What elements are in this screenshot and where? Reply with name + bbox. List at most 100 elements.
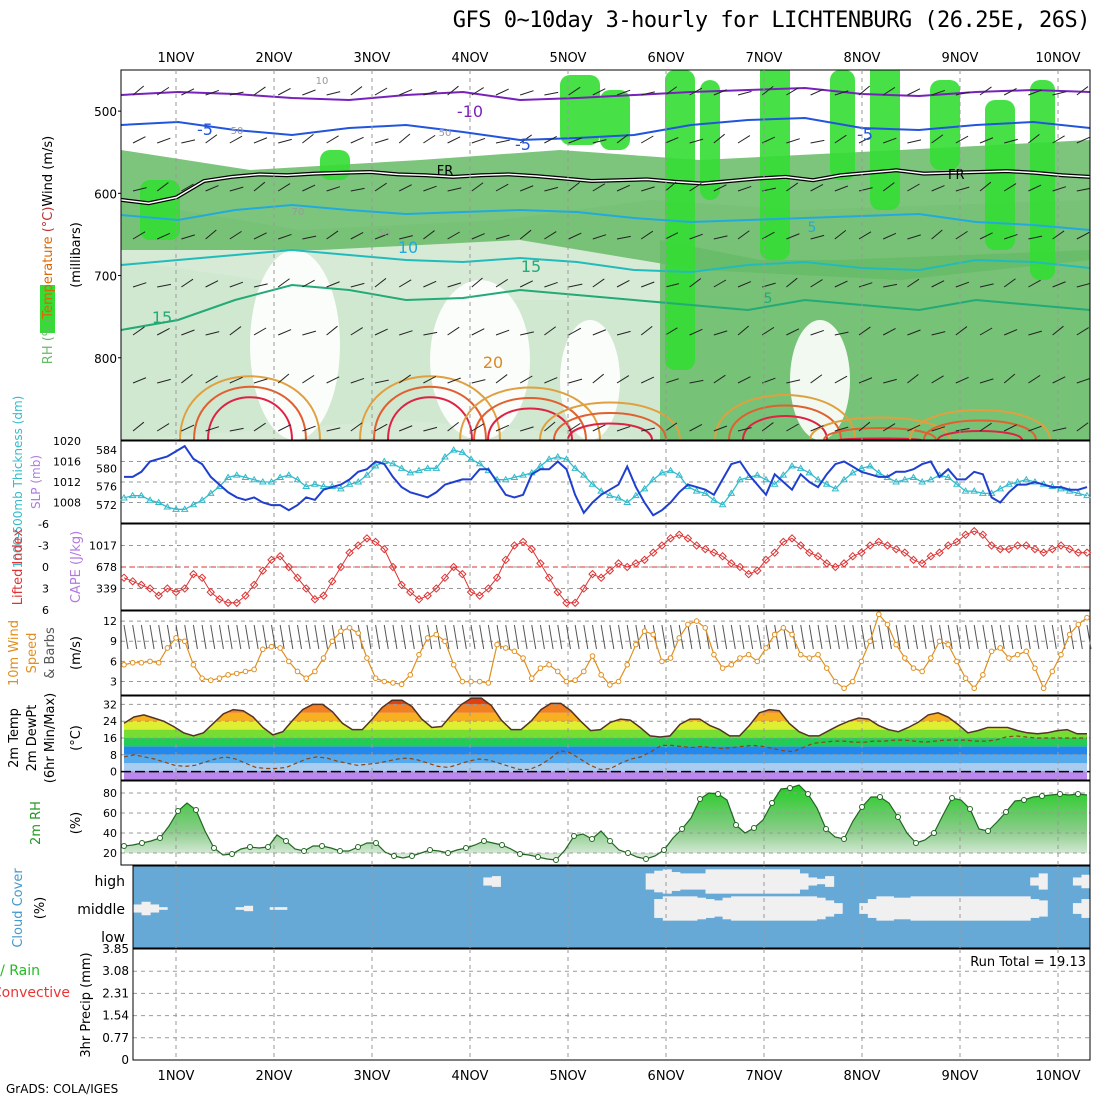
li-marker xyxy=(588,569,597,579)
wind-barb xyxy=(774,624,780,650)
wind-barb xyxy=(156,182,169,192)
thickness-marker xyxy=(952,480,961,487)
wind-barb xyxy=(810,139,825,144)
wind-barb xyxy=(592,329,606,336)
wind-barb xyxy=(479,624,485,650)
li-marker xyxy=(466,587,476,597)
wind-speed-marker xyxy=(797,651,804,658)
wind-speed-marker xyxy=(294,668,301,675)
cloud-cell xyxy=(782,896,792,921)
wind-speed-word: Speed xyxy=(25,633,40,674)
thickness-marker xyxy=(302,482,311,490)
li-marker xyxy=(935,548,944,557)
wind-barb xyxy=(955,427,970,432)
wind-barb xyxy=(1052,91,1067,96)
freezing-level-label: FR xyxy=(948,168,965,183)
cloud-cell xyxy=(944,896,954,921)
top-day-label: 5NOV xyxy=(550,51,587,66)
wind-barb xyxy=(1028,330,1042,336)
li-tick-label: 3 xyxy=(42,583,49,596)
run-total-label: Run Total = 19.13 xyxy=(970,955,1086,970)
li-marker xyxy=(440,573,450,582)
li-marker xyxy=(1004,544,1014,554)
li-axis-title: Lifted Index xyxy=(11,528,26,605)
wind-barb xyxy=(398,133,411,144)
li-marker xyxy=(449,562,458,572)
wind-barb xyxy=(495,424,509,432)
li-marker xyxy=(562,598,571,608)
wind-speed-marker xyxy=(277,645,283,651)
isotherm-label: 5 xyxy=(764,291,773,307)
wind-axis-title: 10m Wind xyxy=(7,620,22,686)
warm-isotherm-arch xyxy=(728,404,842,440)
wind-barb xyxy=(544,281,558,288)
thickness-marker xyxy=(614,493,623,501)
wind-barb xyxy=(592,278,605,288)
wind-barb xyxy=(810,183,824,192)
cloud-axis-units: (%) xyxy=(33,897,48,920)
thickness-axis-title: 1000-500mb Thickness (dm) xyxy=(11,396,25,569)
wind-barb xyxy=(447,136,461,144)
wind-barb xyxy=(495,374,508,384)
wind-barb xyxy=(544,326,557,336)
thickness-marker xyxy=(658,468,666,476)
wind-barb xyxy=(786,182,799,192)
thickness-marker xyxy=(753,471,762,478)
wind-speed-marker xyxy=(242,668,249,675)
wind-barb xyxy=(737,427,752,432)
wind-barb xyxy=(979,422,992,432)
li-marker xyxy=(701,544,710,554)
wind-speed-marker xyxy=(1032,665,1038,671)
li-marker xyxy=(822,559,831,568)
wind-speed-marker xyxy=(511,648,518,655)
wind-barb xyxy=(423,134,436,144)
rh-marker xyxy=(445,850,451,856)
wind-barb xyxy=(548,624,554,650)
wind-speed-marker xyxy=(858,658,865,665)
li-marker xyxy=(727,559,736,568)
wind-barb xyxy=(843,624,849,650)
cloud-cell xyxy=(731,896,741,921)
precip-tick-label: 0.77 xyxy=(102,1031,129,1045)
wind-barb xyxy=(471,137,486,144)
wind-barb xyxy=(568,232,582,240)
wind-barb xyxy=(834,624,840,650)
wind-barb xyxy=(979,232,993,240)
thickness-marker xyxy=(926,475,935,483)
wind-barb xyxy=(123,624,129,650)
wind-barb xyxy=(229,281,244,288)
wind-barb xyxy=(471,233,485,240)
cloud-cell xyxy=(688,896,698,921)
li-marker xyxy=(432,584,441,593)
wind-barb xyxy=(689,278,702,288)
wind-barb xyxy=(1076,187,1090,192)
wind-barb xyxy=(156,327,170,336)
wind-speed-marker xyxy=(910,665,917,671)
thickness-marker xyxy=(310,480,319,487)
wind-barb xyxy=(737,376,751,384)
wind-barb xyxy=(991,624,997,650)
wind-speed-marker xyxy=(233,670,240,677)
wind-barb xyxy=(965,624,971,650)
isotherm-line xyxy=(121,283,1090,331)
rh-marker xyxy=(571,833,577,839)
cloud-cell xyxy=(902,897,912,920)
wind-barb xyxy=(487,624,493,650)
wind-barb xyxy=(181,373,193,384)
wind-barb xyxy=(218,624,224,650)
rh-marker xyxy=(373,840,379,846)
wind-speed-marker xyxy=(928,655,934,661)
wind-barb xyxy=(907,234,921,240)
wind-barb xyxy=(205,426,220,432)
wind-barb xyxy=(471,87,484,96)
wind-barb xyxy=(810,279,823,288)
wind-speed-marker xyxy=(268,643,275,650)
li-marker xyxy=(1039,548,1048,557)
rh-dry-pocket xyxy=(790,320,850,440)
rh-marker xyxy=(499,842,505,848)
wind-barb xyxy=(568,378,583,384)
wind-speed-marker xyxy=(442,638,448,645)
rh-marker xyxy=(913,840,919,846)
wind-barb xyxy=(737,90,752,96)
wind-speed-marker xyxy=(199,675,205,682)
